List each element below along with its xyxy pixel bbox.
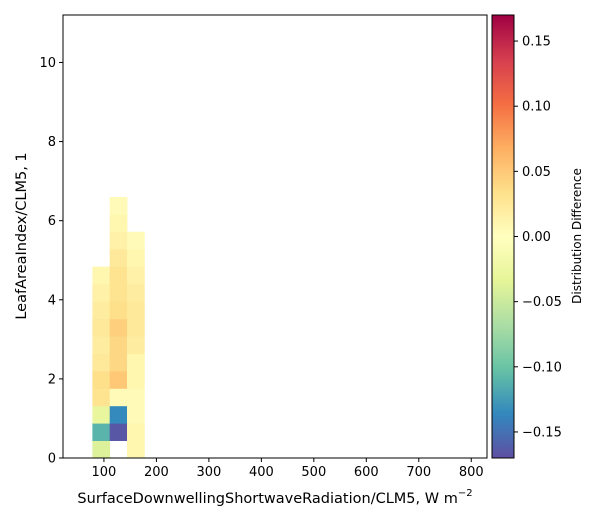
y-axis-ticks: 0 2 4 6 8 10 (39, 56, 63, 467)
heatmap-cell (92, 353, 111, 372)
heatmap-cell (92, 370, 111, 389)
x-axis-ticks: 100 200 300 400 500 600 700 800 (92, 458, 484, 480)
heatmap-cell (92, 336, 111, 354)
heatmap-cell (109, 196, 128, 215)
x-tick-label: 500 (301, 465, 326, 480)
heatmap-cell (109, 266, 128, 285)
heatmap-cell (127, 336, 145, 354)
y-tick-label: 6 (48, 214, 56, 229)
x-tick-label: 700 (406, 465, 431, 480)
plot-frame (62, 14, 488, 459)
y-tick-label: 0 (48, 452, 56, 467)
y-axis-label: LeafAreaIndex/CLM5, 1 (14, 152, 30, 319)
colorbar-tick-label: 0.05 (522, 165, 551, 180)
heatmap-cell (127, 353, 145, 372)
heatmap-cell (127, 405, 145, 424)
heatmap-cell (92, 266, 111, 285)
x-tick-label: 400 (249, 465, 274, 480)
x-tick-label: 200 (144, 465, 169, 480)
colorbar (491, 14, 515, 459)
heatmap-cell (127, 249, 145, 267)
y-tick-label: 4 (48, 293, 56, 308)
heatmap-cell (127, 283, 145, 302)
heatmap-cell (109, 231, 128, 250)
colorbar-tick-label: −0.10 (522, 360, 562, 375)
heatmap-cell (109, 405, 128, 424)
heatmap-cell (109, 301, 128, 320)
heatmap-cells (92, 196, 145, 459)
heatmap-cell (109, 249, 128, 267)
colorbar-tick-label: −0.05 (522, 295, 562, 310)
heatmap-cell (127, 388, 145, 407)
heatmap-cell (109, 214, 128, 233)
heatmap-cell (92, 440, 111, 459)
x-tick-label: 600 (354, 465, 379, 480)
colorbar-tick-label: −0.15 (522, 425, 562, 440)
y-tick-label: 8 (48, 135, 56, 150)
x-axis-label: SurfaceDownwellingShortwaveRadiation/CLM… (77, 488, 472, 507)
y-tick-label: 2 (48, 372, 56, 387)
heatmap-cell (127, 318, 145, 337)
heatmap-cell (109, 283, 128, 302)
heatmap-cell (127, 423, 145, 441)
colorbar-tick-label: 0.00 (522, 230, 551, 245)
y-tick-label: 10 (39, 56, 56, 71)
heatmap-cell (92, 423, 111, 441)
colorbar-ticks: −0.15 −0.10 −0.05 0.00 0.05 0.10 0.15 (514, 35, 562, 440)
heatmap-cell (92, 405, 111, 424)
x-tick-label: 300 (196, 465, 221, 480)
heatmap-cell (127, 231, 145, 250)
heatmap-cell (92, 318, 111, 337)
heatmap-cell (109, 353, 128, 372)
heatmap-cell (127, 301, 145, 320)
heatmap-cell (92, 283, 111, 302)
x-tick-label: 100 (92, 465, 117, 480)
colorbar-label: Distribution Difference (570, 168, 584, 304)
heatmap-cell (109, 370, 128, 389)
heatmap-cell (109, 423, 128, 441)
x-tick-label: 800 (459, 465, 484, 480)
colorbar-tick-label: 0.15 (522, 35, 551, 50)
heatmap-cell (109, 318, 128, 337)
heatmap-cell (109, 388, 128, 407)
heatmap-cell (127, 266, 145, 285)
heatmap-cell (92, 388, 111, 407)
heatmap-cell (127, 370, 145, 389)
heatmap-cell (92, 301, 111, 320)
colorbar-tick-label: 0.10 (522, 100, 551, 115)
heatmap-cell (127, 440, 145, 459)
heatmap-cell (109, 336, 128, 354)
